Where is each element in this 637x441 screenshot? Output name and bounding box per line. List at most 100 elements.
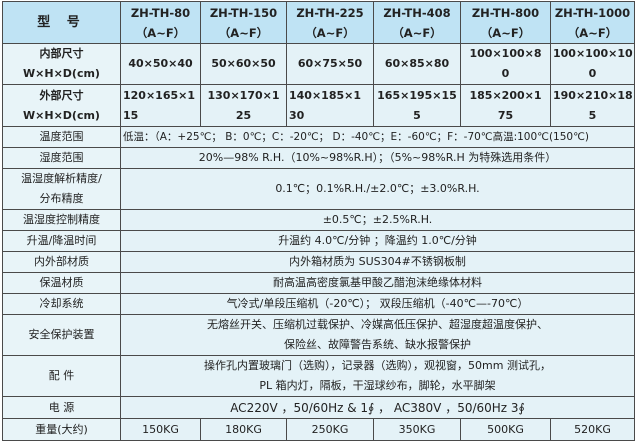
outer-size-row: 外部尺寸 W×H×D(cm) 120×165×1 15 130×170×1 25 14… xyxy=(2,84,635,127)
row-value: 操作孔内置玻璃门（选购），记录器（选购），观视窗，50mm 测试孔， PL 箱内灯… xyxy=(120,355,635,397)
model-cell: ZH-TH-800 （A~F） xyxy=(460,1,551,44)
resolution-row: 温湿度解析精度/分布精度 0.1℃；0.1%R.H./±2.0℃；±3.0%R.H… xyxy=(2,168,635,210)
value-line: PL 箱内灯，隔板，干湿球纱布，脚轮，水平脚架 xyxy=(259,379,496,392)
value-cell: 60×85×80 xyxy=(373,43,461,85)
label-line: W×H×D(cm) xyxy=(23,67,100,80)
weight-cell: 500KG xyxy=(460,418,551,441)
value-line: 100×100×10 xyxy=(553,47,633,60)
row-label: 电 源 xyxy=(2,396,121,419)
accessories-row: 配 件 操作孔内置玻璃门（选购），记录器（选购），观视窗，50mm 测试孔， PL … xyxy=(2,355,635,397)
model-name: ZH-TH-225 xyxy=(296,5,364,20)
value-line: 操作孔内置玻璃门（选购），记录器（选购），观视窗，50mm 测试孔， xyxy=(204,359,551,372)
model-cell: ZH-TH-408 （A~F） xyxy=(373,1,461,44)
value-line: 5 xyxy=(588,108,597,122)
row-value: 内外箱材质为 SUS304#不锈钢板制 xyxy=(120,251,635,273)
model-name: ZH-TH-80 xyxy=(130,5,191,20)
label-line: W×H×D(cm) xyxy=(23,108,100,122)
row-label: 内外部材质 xyxy=(2,251,121,273)
model-name: ZH-TH-800 xyxy=(471,5,540,20)
value-line: 0 xyxy=(501,67,510,80)
inner-size-label: 内部尺寸 W×H×D(cm) xyxy=(2,43,121,85)
value-line: 0 xyxy=(588,67,597,80)
model-cell: ZH-TH-225 （A~F） xyxy=(286,1,374,44)
model-cell: ZH-TH-150 （A~F） xyxy=(200,1,287,44)
temp-range-row: 温度范围 低温：（A：+25℃； B：0℃；C：-20℃； D：-40℃；E：-6… xyxy=(2,126,635,148)
label-line: 温湿度解析精度/ xyxy=(21,172,102,185)
safety-row: 安全保护装置 无熔丝开关、压缩机过载保护、冷媒高低压保护、超湿度超温度保护、 保险丝… xyxy=(2,314,635,356)
value-cell: 50×60×50 xyxy=(200,43,287,85)
row-value: ±0.5℃；±2.5%R.H. xyxy=(120,209,635,231)
value-line: 140×185×1 xyxy=(289,88,362,102)
value-line: 15 xyxy=(123,108,139,122)
row-label: 温湿度控制精度 xyxy=(2,209,121,231)
ramp-time-row: 升温/降温时间 升温约 4.0℃/分钟 ；降温约 1.0℃/分钟 xyxy=(2,230,635,252)
value-line: 185×200×1 xyxy=(469,88,542,102)
row-value: 0.1℃；0.1%R.H./±2.0℃；±3.0%R.H. xyxy=(120,168,635,210)
insulation-row: 保温材质 耐高温高密度氯基甲酸乙醋泡沫绝缘体材料 xyxy=(2,272,635,294)
label-line: 内部尺寸 xyxy=(39,47,84,60)
model-name: ZH-TH-1000 xyxy=(554,5,631,20)
value-line: 165×195×15 xyxy=(377,88,457,102)
row-label: 安全保护装置 xyxy=(2,314,121,356)
row-label: 保温材质 xyxy=(2,272,121,294)
outer-size-label: 外部尺寸 W×H×D(cm) xyxy=(2,84,121,127)
row-label: 重量(大约) xyxy=(2,418,121,441)
weight-cell: 250KG xyxy=(286,418,374,441)
value-line: 40×50×40 xyxy=(128,57,193,70)
weight-cell: 150KG xyxy=(120,418,201,441)
value-line: 无熔丝开关、压缩机过载保护、冷媒高低压保护、超湿度超温度保护、 xyxy=(207,318,548,331)
value-line: 190×210×18 xyxy=(553,88,633,102)
model-variant: （A~F） xyxy=(218,25,269,40)
header-row: 型 号 ZH-TH-80 （A~F） ZH-TH-150 （A~F） ZH-TH-2… xyxy=(2,1,635,44)
value-cell: 140×185×1 30 xyxy=(286,84,374,127)
value-line: 75 xyxy=(497,108,514,122)
weight-cell: 520KG xyxy=(550,418,635,441)
value-cell: 100×100×8 0 xyxy=(460,43,551,85)
value-cell: 40×50×40 xyxy=(120,43,201,85)
row-label: 升温/降温时间 xyxy=(2,230,121,252)
model-cell: ZH-TH-80 （A~F） xyxy=(120,1,201,44)
row-label: 温湿度解析精度/分布精度 xyxy=(2,168,121,210)
row-value: 升温约 4.0℃/分钟 ；降温约 1.0℃/分钟 xyxy=(120,230,635,252)
weight-cell: 350KG xyxy=(373,418,461,441)
model-variant: （A~F） xyxy=(135,25,186,40)
control-accuracy-row: 温湿度控制精度 ±0.5℃；±2.5%R.H. xyxy=(2,209,635,231)
model-name: ZH-TH-150 xyxy=(209,5,278,20)
model-variant: （A~F） xyxy=(392,25,442,40)
row-label: 温度范围 xyxy=(2,126,121,148)
inner-size-row: 内部尺寸 W×H×D(cm) 40×50×40 50×60×50 60×75×50… xyxy=(2,43,635,85)
model-variant: （A~F） xyxy=(567,25,618,40)
value-line: 25 xyxy=(235,108,252,122)
row-value: 无熔丝开关、压缩机过载保护、冷媒高低压保护、超湿度超温度保护、 保险丝、故障警告系… xyxy=(120,314,635,356)
power-row: 电 源 AC220V ，50/60Hz & 1∮ ， AC380V ，50/60H… xyxy=(2,396,635,419)
row-value: AC220V ，50/60Hz & 1∮ ， AC380V ，50/60Hz 3… xyxy=(120,396,635,419)
row-value: 气冷式/单段压缩机（-20℃）； 双段压缩机（-40℃—-70℃） xyxy=(120,293,635,315)
model-label: 型 号 xyxy=(2,1,121,44)
row-value: 低温：（A：+25℃； B：0℃；C：-20℃； D：-40℃；E：-60℃；F… xyxy=(120,126,635,148)
value-cell: 100×100×10 0 xyxy=(550,43,635,85)
value-line: 60×75×50 xyxy=(297,57,363,70)
weight-cell: 180KG xyxy=(200,418,287,441)
value-line: 50×60×50 xyxy=(211,57,276,70)
humidity-range-row: 湿度范围 20%—98% R.H.（10%~98%R.H）；（5%~98%R.H … xyxy=(2,147,635,169)
value-cell: 60×75×50 xyxy=(286,43,374,85)
value-line: 5 xyxy=(413,108,421,122)
label-line: 外部尺寸 xyxy=(39,88,84,102)
row-label: 冷却系统 xyxy=(2,293,121,315)
weight-row: 重量(大约) 150KG 180KG 250KG 350KG 500KG 520… xyxy=(2,418,635,441)
value-cell: 185×200×1 75 xyxy=(460,84,551,127)
value-line: 保险丝、故障警告系统、缺水报警保护 xyxy=(284,338,471,351)
value-cell: 165×195×15 5 xyxy=(373,84,461,127)
model-variant: （A~F） xyxy=(305,25,355,40)
value-line: 60×85×80 xyxy=(384,57,450,70)
value-line: 100×100×8 xyxy=(469,47,542,60)
model-cell: ZH-TH-1000 （A~F） xyxy=(550,1,635,44)
value-line: 130×170×1 xyxy=(207,88,280,102)
row-label: 湿度范围 xyxy=(2,147,121,169)
model-name: ZH-TH-408 xyxy=(383,5,451,20)
value-line: 120×165×1 xyxy=(123,88,196,102)
value-cell: 120×165×1 15 xyxy=(120,84,201,127)
row-value: 20%—98% R.H.（10%~98%R.H）；（5%~98%R.H 为特殊选… xyxy=(120,147,635,169)
value-cell: 130×170×1 25 xyxy=(200,84,287,127)
